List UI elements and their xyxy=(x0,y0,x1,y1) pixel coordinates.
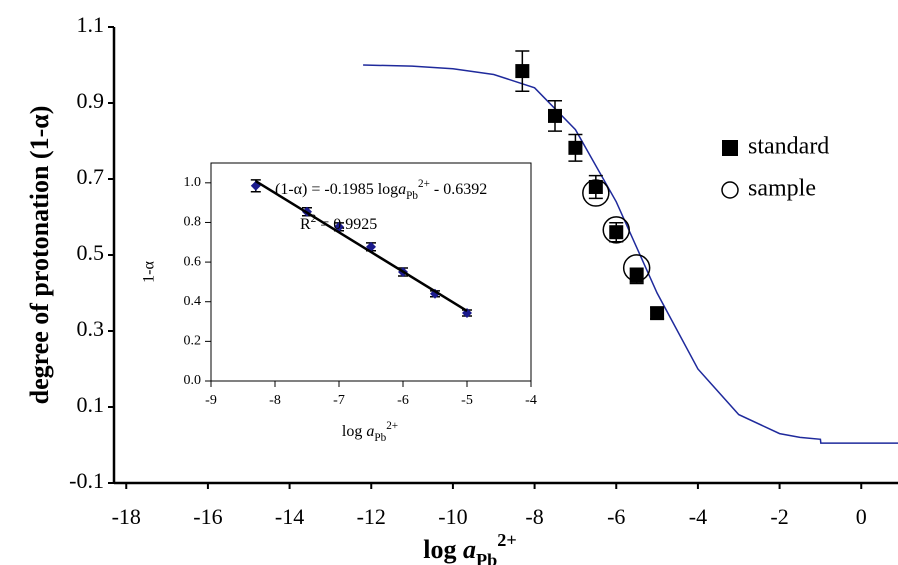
x-tick-label: -9 xyxy=(205,393,217,408)
legend-marker xyxy=(722,140,738,156)
point xyxy=(430,288,440,299)
x-tick-label: -8 xyxy=(525,504,543,529)
point xyxy=(602,216,630,244)
y-tick-label: 0.4 xyxy=(184,294,202,309)
text-part: 2 xyxy=(311,213,317,225)
text-part: 2+ xyxy=(386,420,398,432)
x-tick-label: -5 xyxy=(461,393,473,408)
text-part: a xyxy=(463,535,476,564)
x-tick-label: -4 xyxy=(689,504,707,529)
legend-marker xyxy=(721,181,739,199)
y-axis-label: 1-α xyxy=(141,261,158,283)
point xyxy=(622,254,651,282)
x-tick-label: -7 xyxy=(333,393,345,408)
text-part: log xyxy=(342,423,366,440)
x-tick-label: -6 xyxy=(397,393,409,408)
x-axis-label: log aPb2+ xyxy=(342,420,398,444)
y-tick-label: 0.9 xyxy=(77,88,105,113)
text-part: 2+ xyxy=(497,530,516,550)
y-tick-label: 0.8 xyxy=(184,215,202,230)
x-tick-label: -14 xyxy=(275,504,304,529)
curve xyxy=(363,64,898,444)
curve xyxy=(255,180,468,313)
text-part: - 0.6392 xyxy=(430,181,487,198)
text-part: a xyxy=(366,423,374,440)
point xyxy=(588,179,603,194)
inset-frame xyxy=(210,162,532,382)
y-tick-label: 0.5 xyxy=(77,240,105,265)
y-tick-label: 0.3 xyxy=(77,316,105,341)
text-part: Pb xyxy=(374,432,386,444)
point xyxy=(629,268,644,283)
y-tick-label: 0.6 xyxy=(184,254,202,269)
legend-label: sample xyxy=(748,176,816,202)
point xyxy=(515,64,530,79)
x-tick-label: -18 xyxy=(112,504,141,529)
x-tick-label: 0 xyxy=(856,504,867,529)
y-tick-label: 1.1 xyxy=(77,12,105,37)
point xyxy=(582,179,610,207)
x-tick-label: -2 xyxy=(770,504,788,529)
text-part: 2+ xyxy=(418,178,430,190)
y-tick-label: -0.1 xyxy=(69,468,104,493)
annotation: (1-α) = -0.1985 logaPb2+ - 0.6392 xyxy=(275,178,487,202)
point xyxy=(568,140,583,155)
point xyxy=(548,108,562,123)
x-tick-label: -8 xyxy=(269,393,281,408)
text-part: log xyxy=(423,535,463,564)
x-tick-label: -6 xyxy=(607,504,625,529)
text-part: Pb xyxy=(406,190,418,202)
y-axis-label: degree of protonation (1-α) xyxy=(25,106,54,405)
legend-label: standard xyxy=(748,134,829,160)
x-axis-label: log aPb2+ xyxy=(423,530,516,565)
x-tick-label: -12 xyxy=(357,504,386,529)
text-part: = 0.9925 xyxy=(316,216,377,233)
text-part: R xyxy=(300,216,311,233)
annotation: R2 = 0.9925 xyxy=(300,213,377,233)
text-part: a xyxy=(398,181,406,198)
text-part: (1-α) = -0.1985 log xyxy=(275,181,398,198)
x-tick-label: -16 xyxy=(193,504,222,529)
y-tick-label: 0.7 xyxy=(77,164,105,189)
y-tick-label: 0.0 xyxy=(184,373,202,388)
x-tick-label: -4 xyxy=(525,393,537,408)
y-tick-label: 0.2 xyxy=(184,334,202,349)
text-part: Pb xyxy=(476,550,497,565)
point xyxy=(609,225,624,240)
x-tick-label: -10 xyxy=(438,504,467,529)
y-tick-label: 1.0 xyxy=(184,175,202,190)
y-tick-label: 0.1 xyxy=(77,392,105,417)
point xyxy=(650,306,665,321)
